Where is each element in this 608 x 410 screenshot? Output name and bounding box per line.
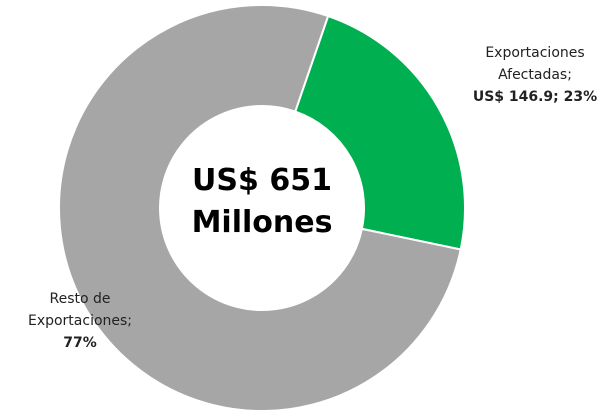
slice-label: Exportaciones Afectadas; US$ 146.9; 23% xyxy=(455,42,608,108)
value-label: 77% xyxy=(63,335,97,351)
slice xyxy=(293,14,466,251)
slice xyxy=(58,4,462,410)
category-label: Resto de Exportaciones; xyxy=(27,291,133,329)
value-label: US$ 146.9; 23% xyxy=(472,89,598,105)
category-label: Exportaciones Afectadas; xyxy=(485,45,585,83)
slice-label: Resto de Exportaciones; 77% xyxy=(0,288,160,354)
center-label: US$ 651 Millones xyxy=(191,163,333,240)
